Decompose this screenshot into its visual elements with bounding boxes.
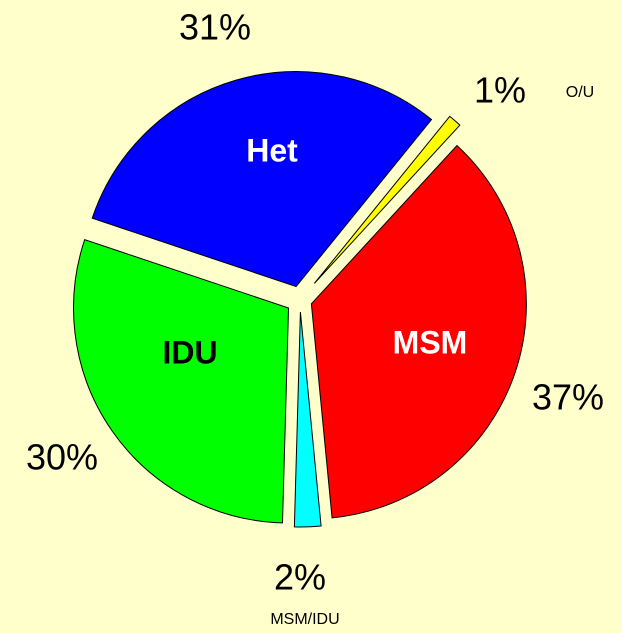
value-label: 31%: [179, 7, 251, 48]
slice-label: Het: [246, 132, 298, 168]
pie-slice: [91, 71, 433, 288]
value-label: 2%: [274, 557, 326, 598]
slice-label: O/U: [566, 84, 594, 101]
slice-label: MSM: [393, 324, 468, 360]
pie-slice: [313, 115, 461, 284]
pie-slice: [73, 239, 290, 524]
value-label: 30%: [26, 437, 98, 478]
slice-label: IDU: [162, 334, 217, 370]
value-label: 37%: [532, 377, 604, 418]
slice-label: MSM/IDU: [270, 611, 339, 628]
value-label: 1%: [474, 70, 526, 111]
pie-slice: [310, 144, 527, 519]
pie-slice: [293, 311, 322, 528]
